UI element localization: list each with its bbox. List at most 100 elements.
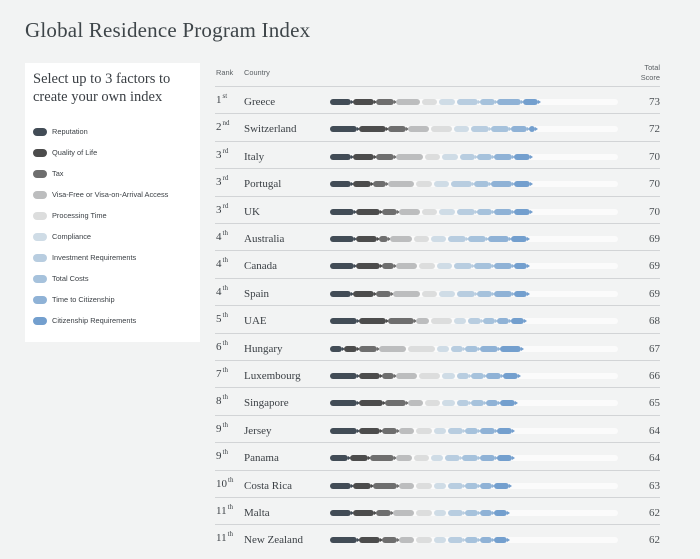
table-row[interactable]: 9th Panama 64	[215, 442, 660, 470]
legend-item[interactable]: Compliance	[33, 226, 168, 247]
bar-segment-investment-requirements[interactable]	[450, 345, 467, 352]
bar-segment-processing-time[interactable]	[416, 482, 432, 489]
legend-item[interactable]: Visa-Free or Visa-on-Arrival Access	[33, 184, 168, 205]
bar-segment-time-to-citizenship[interactable]	[479, 345, 502, 352]
bar-segment-tax[interactable]	[373, 181, 390, 188]
bar-segment-total-costs[interactable]	[465, 482, 482, 489]
bar-segment-reputation[interactable]	[330, 537, 360, 544]
bar-segment-reputation[interactable]	[330, 153, 355, 160]
bar-segment-visa-free-or-visa-on-arrival-access[interactable]	[393, 290, 421, 297]
table-row[interactable]: 4th Spain 69	[215, 277, 660, 306]
bar-segment-total-costs[interactable]	[482, 318, 499, 325]
table-row[interactable]: 8th Singapore 65	[215, 387, 660, 415]
bar-segment-reputation[interactable]	[330, 482, 355, 489]
bar-segment-quality-of-life[interactable]	[358, 126, 389, 133]
bar-segment-visa-free-or-visa-on-arrival-access[interactable]	[396, 263, 418, 270]
bar-segment-visa-free-or-visa-on-arrival-access[interactable]	[393, 510, 415, 516]
bar-segment-investment-requirements[interactable]	[445, 455, 464, 462]
table-row[interactable]: 11th New Zealand 62	[215, 524, 660, 552]
bar-segment-investment-requirements[interactable]	[468, 318, 485, 325]
bar-segment-time-to-citizenship[interactable]	[488, 236, 513, 242]
rank-column-header[interactable]: Rank	[216, 68, 234, 77]
legend-item[interactable]: Tax	[33, 163, 168, 184]
bar-segment-processing-time[interactable]	[416, 537, 432, 544]
bar-segment-total-costs[interactable]	[465, 537, 482, 544]
table-row[interactable]: 7th Luxembourg 66	[215, 360, 660, 388]
bar-segment-quality-of-life[interactable]	[353, 181, 375, 188]
bar-segment-tax[interactable]	[387, 126, 409, 133]
bar-segment-processing-time[interactable]	[425, 153, 441, 160]
table-row[interactable]: 4th Canada 69	[215, 250, 660, 278]
bar-segment-tax[interactable]	[381, 208, 401, 215]
bar-segment-reputation[interactable]	[330, 99, 355, 105]
table-row[interactable]: 3rd Portugal 70	[215, 168, 660, 196]
bar-segment-investment-requirements[interactable]	[448, 482, 467, 489]
bar-segment-processing-time[interactable]	[413, 455, 429, 462]
bar-segment-processing-time[interactable]	[416, 510, 432, 516]
bar-segment-investment-requirements[interactable]	[450, 181, 476, 188]
bar-segment-quality-of-life[interactable]	[344, 345, 361, 352]
table-row[interactable]: 6th Hungary 67	[215, 332, 660, 361]
bar-segment-reputation[interactable]	[330, 126, 360, 133]
bar-segment-tax[interactable]	[376, 510, 395, 516]
bar-segment-total-costs[interactable]	[476, 153, 496, 160]
bar-segment-visa-free-or-visa-on-arrival-access[interactable]	[396, 455, 412, 462]
bar-segment-quality-of-life[interactable]	[358, 373, 383, 379]
bar-segment-tax[interactable]	[378, 236, 391, 242]
bar-segment-tax[interactable]	[381, 427, 401, 434]
bar-segment-tax[interactable]	[376, 290, 395, 297]
bar-segment-quality-of-life[interactable]	[355, 236, 380, 242]
bar-segment-compliance[interactable]	[430, 236, 447, 242]
table-row[interactable]: 5th UAE 68	[215, 305, 660, 333]
bar-segment-visa-free-or-visa-on-arrival-access[interactable]	[399, 537, 415, 544]
bar-segment-citizenship-requirements[interactable]	[514, 208, 533, 215]
bar-segment-tax[interactable]	[381, 263, 398, 270]
bar-segment-citizenship-requirements[interactable]	[502, 373, 522, 379]
bar-segment-investment-requirements[interactable]	[456, 400, 473, 407]
bar-segment-total-costs[interactable]	[491, 126, 513, 133]
bar-segment-compliance[interactable]	[439, 208, 455, 215]
bar-segment-time-to-citizenship[interactable]	[494, 263, 516, 270]
bar-segment-tax[interactable]	[381, 537, 401, 544]
bar-segment-investment-requirements[interactable]	[456, 373, 473, 379]
legend-item[interactable]: Processing Time	[33, 205, 168, 226]
bar-segment-reputation[interactable]	[330, 208, 357, 215]
bar-segment-tax[interactable]	[387, 318, 418, 325]
bar-segment-total-costs[interactable]	[476, 208, 496, 215]
bar-segment-visa-free-or-visa-on-arrival-access[interactable]	[399, 208, 421, 215]
bar-segment-citizenship-requirements[interactable]	[514, 290, 531, 297]
bar-segment-tax[interactable]	[358, 345, 381, 352]
bar-segment-visa-free-or-visa-on-arrival-access[interactable]	[378, 345, 406, 352]
bar-segment-quality-of-life[interactable]	[358, 537, 383, 544]
bar-segment-citizenship-requirements[interactable]	[522, 99, 542, 105]
bar-segment-investment-requirements[interactable]	[448, 236, 470, 242]
bar-segment-processing-time[interactable]	[407, 345, 435, 352]
bar-segment-compliance[interactable]	[453, 318, 467, 325]
bar-segment-time-to-citizenship[interactable]	[485, 400, 502, 407]
bar-segment-compliance[interactable]	[453, 126, 470, 133]
bar-segment-quality-of-life[interactable]	[353, 99, 378, 105]
bar-segment-visa-free-or-visa-on-arrival-access[interactable]	[396, 373, 418, 379]
table-row[interactable]: 4th Australia 69	[215, 223, 660, 251]
bar-segment-investment-requirements[interactable]	[453, 263, 476, 270]
bar-segment-time-to-citizenship[interactable]	[497, 318, 513, 325]
bar-segment-reputation[interactable]	[330, 400, 360, 407]
bar-segment-citizenship-requirements[interactable]	[494, 537, 511, 544]
bar-segment-compliance[interactable]	[436, 263, 452, 270]
bar-segment-visa-free-or-visa-on-arrival-access[interactable]	[399, 482, 415, 489]
bar-segment-time-to-citizenship[interactable]	[479, 427, 499, 434]
bar-segment-visa-free-or-visa-on-arrival-access[interactable]	[407, 400, 424, 407]
bar-segment-time-to-citizenship[interactable]	[497, 99, 524, 105]
bar-segment-processing-time[interactable]	[430, 318, 452, 325]
bar-segment-total-costs[interactable]	[465, 510, 482, 516]
bar-segment-quality-of-life[interactable]	[355, 263, 383, 270]
table-row[interactable]: 1st Greece 73	[215, 86, 660, 114]
bar-segment-quality-of-life[interactable]	[353, 482, 375, 489]
bar-segment-compliance[interactable]	[442, 373, 455, 379]
bar-segment-visa-free-or-visa-on-arrival-access[interactable]	[390, 236, 412, 242]
bar-segment-total-costs[interactable]	[471, 400, 488, 407]
bar-segment-investment-requirements[interactable]	[456, 208, 479, 215]
bar-segment-processing-time[interactable]	[422, 290, 438, 297]
country-column-header[interactable]: Country	[244, 68, 270, 77]
bar-segment-citizenship-requirements[interactable]	[514, 153, 533, 160]
